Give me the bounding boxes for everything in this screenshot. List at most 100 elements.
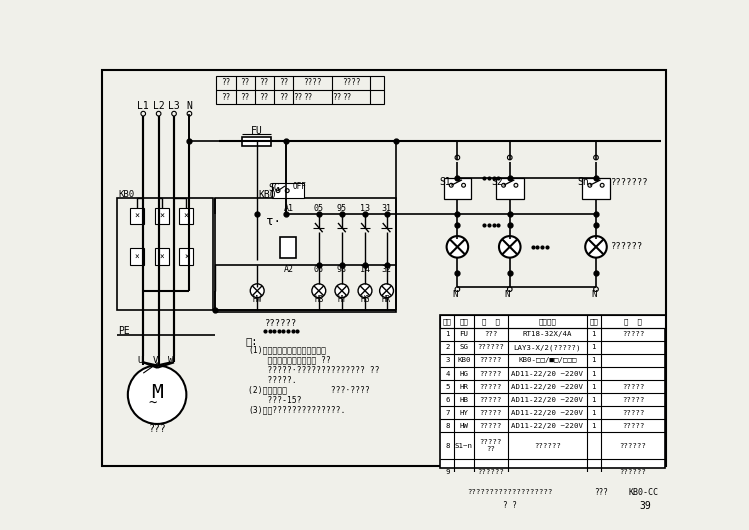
Text: Sn: Sn <box>577 177 589 187</box>
Bar <box>130 208 144 224</box>
Text: KB0: KB0 <box>457 357 470 364</box>
Text: KB0-□□/■□/□□□: KB0-□□/■□/□□□ <box>518 357 577 364</box>
Text: AD11-22/20 ~220V: AD11-22/20 ~220V <box>512 423 583 429</box>
Text: τ·: τ· <box>267 215 282 228</box>
Text: A2: A2 <box>284 266 294 275</box>
Text: HW: HW <box>252 296 262 305</box>
Text: 序号: 序号 <box>443 318 452 325</box>
Text: ???: ??? <box>484 331 497 337</box>
Text: 05: 05 <box>314 204 324 213</box>
Text: 98: 98 <box>337 266 347 275</box>
Text: ??: ?? <box>303 93 312 102</box>
Circle shape <box>600 183 604 187</box>
Text: ?????: ????? <box>479 396 502 403</box>
Bar <box>242 137 271 146</box>
Text: HG: HG <box>360 296 369 305</box>
Text: N: N <box>505 290 510 299</box>
Text: ????: ???? <box>303 78 322 87</box>
Text: N: N <box>187 101 192 111</box>
Text: HB: HB <box>314 296 324 305</box>
Bar <box>443 178 471 199</box>
Text: 1: 1 <box>592 344 596 350</box>
Text: 控制器内，其排列方式 ??: 控制器内，其排列方式 ?? <box>248 356 331 365</box>
Circle shape <box>588 183 592 187</box>
Text: ?????: ????? <box>479 370 502 376</box>
Text: S1~n: S1~n <box>455 443 473 448</box>
Text: ×: × <box>160 252 164 261</box>
Circle shape <box>285 189 289 192</box>
Bar <box>280 237 296 259</box>
Bar <box>215 198 395 312</box>
Text: ?????·?????????????? ??: ?????·?????????????? ?? <box>248 366 380 375</box>
Text: ??: ?? <box>259 93 269 102</box>
Text: 31: 31 <box>381 204 392 213</box>
Text: ?????: ????? <box>479 410 502 416</box>
Circle shape <box>128 366 187 424</box>
Text: HW: HW <box>459 423 468 429</box>
Text: L3: L3 <box>169 101 180 111</box>
Text: HB: HB <box>459 396 468 403</box>
Text: 9: 9 <box>445 469 449 475</box>
Circle shape <box>502 183 506 187</box>
Bar <box>272 183 304 198</box>
Circle shape <box>455 287 460 292</box>
Circle shape <box>508 155 512 160</box>
Text: 1: 1 <box>592 370 596 376</box>
Text: N: N <box>452 290 458 299</box>
Text: 4: 4 <box>445 370 449 376</box>
Text: ? ?: ? ? <box>503 501 517 510</box>
Text: 名  称: 名 称 <box>482 318 500 325</box>
Text: AD11-22/20 ~220V: AD11-22/20 ~220V <box>512 384 583 390</box>
Bar <box>582 178 610 199</box>
Text: ?????: ????? <box>622 410 644 416</box>
Text: FU: FU <box>459 331 468 337</box>
Text: ?????: ????? <box>622 423 644 429</box>
Bar <box>216 76 384 104</box>
Text: ??: ?? <box>221 93 230 102</box>
Text: ??: ?? <box>279 93 288 102</box>
Text: U: U <box>138 356 143 365</box>
Text: ?????: ????? <box>622 396 644 403</box>
Text: 1: 1 <box>592 423 596 429</box>
Text: L1: L1 <box>137 101 149 111</box>
Text: SG: SG <box>459 344 468 350</box>
Text: ??????: ?????? <box>611 242 643 251</box>
Bar <box>117 198 213 310</box>
Text: ??: ?? <box>342 93 351 102</box>
Text: KB0: KB0 <box>258 190 276 199</box>
Text: S1: S1 <box>439 177 451 187</box>
Circle shape <box>312 284 326 298</box>
Circle shape <box>585 236 607 258</box>
Text: ~: ~ <box>148 397 157 411</box>
Text: FU: FU <box>251 126 262 136</box>
Text: 1: 1 <box>445 331 449 337</box>
Bar <box>496 178 524 199</box>
Circle shape <box>250 284 264 298</box>
Text: 3: 3 <box>445 357 449 364</box>
Text: ??????: ?????? <box>619 469 646 475</box>
Circle shape <box>594 155 598 160</box>
Text: ??: ?? <box>332 93 341 102</box>
Circle shape <box>172 111 176 116</box>
Text: ???: ??? <box>148 425 166 435</box>
Circle shape <box>335 284 349 298</box>
Text: ??????: ?????? <box>534 443 561 448</box>
Text: HR: HR <box>382 296 391 305</box>
Circle shape <box>514 183 518 187</box>
Text: (1)图中虚线框内为元器件安装于: (1)图中虚线框内为元器件安装于 <box>248 346 326 355</box>
Circle shape <box>358 284 372 298</box>
Text: ?????.: ?????. <box>248 376 297 385</box>
Text: A1: A1 <box>284 204 294 213</box>
Text: N: N <box>591 290 596 299</box>
Text: 1: 1 <box>592 410 596 416</box>
Circle shape <box>276 189 280 192</box>
Circle shape <box>446 236 468 258</box>
Text: ×: × <box>184 211 189 220</box>
Text: ??: ?? <box>259 78 269 87</box>
Text: PE: PE <box>118 326 130 336</box>
Text: ×: × <box>135 211 139 220</box>
Text: 2: 2 <box>445 344 449 350</box>
Text: ???-15?: ???-15? <box>248 395 302 404</box>
Text: ??????: ?????? <box>265 320 297 329</box>
Text: 备  注: 备 注 <box>624 318 642 325</box>
